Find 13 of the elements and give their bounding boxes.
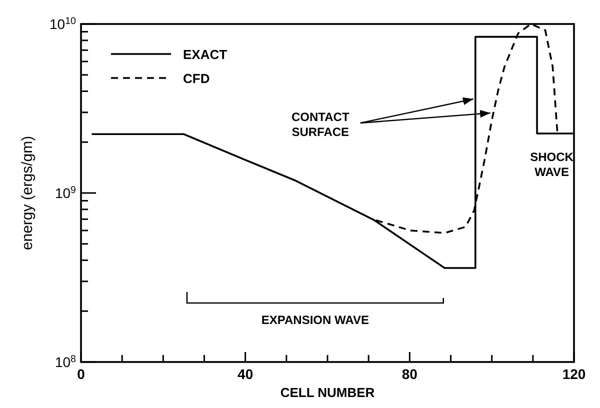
x-tick-label: 0 — [77, 366, 86, 382]
x-tick-label: 120 — [562, 366, 586, 382]
y-tick-label: 10$^{8}$ — [54, 354, 77, 370]
annotation: EXPANSION WAVE — [261, 313, 369, 327]
y-axis-title: energy (ergs/gm) — [19, 136, 36, 250]
y-tick-label: 10$^{10}$ — [50, 16, 77, 32]
x-tick-label: 80 — [402, 366, 418, 382]
x-tick-label: 40 — [238, 366, 254, 382]
y-tick-label: 10$^{9}$ — [54, 184, 76, 201]
annotation: CONTACT SURFACE — [292, 110, 350, 139]
legend-label: EXACT — [183, 47, 228, 62]
x-axis-title: CELL NUMBER — [280, 385, 376, 400]
legend-label: CFD — [183, 71, 210, 86]
